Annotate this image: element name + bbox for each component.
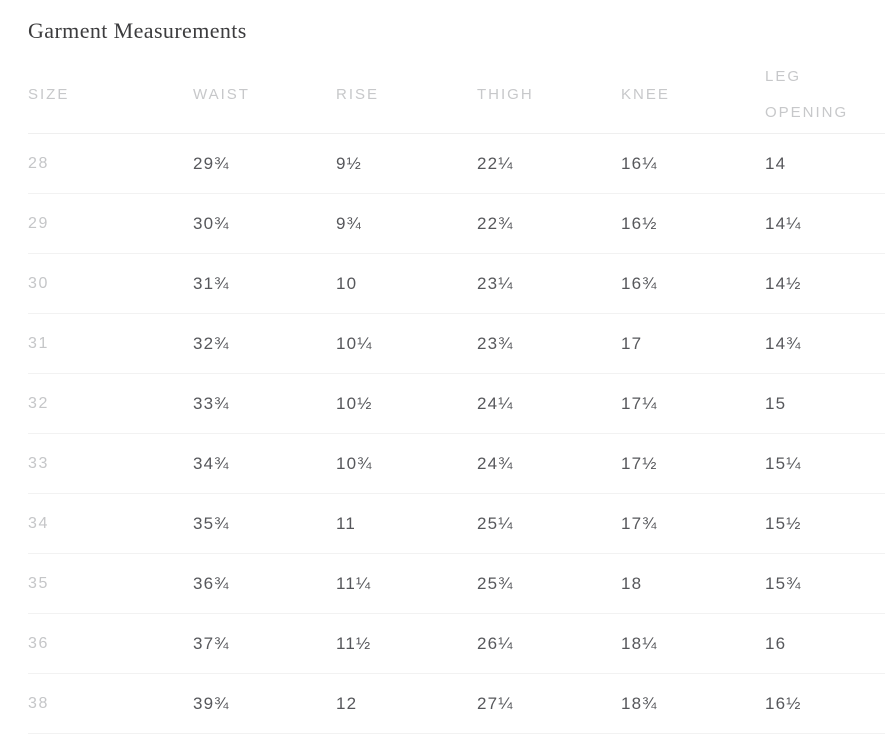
column-header-knee: KNEE [621,56,765,134]
rise-cell: 10 [336,253,477,314]
thigh-cell: 25¼ [477,493,621,554]
table-row-size-33: 33 34¾ 10¾ 24¾ 17½ 15¼ [28,433,885,494]
waist-cell: 34¾ [193,433,336,494]
thigh-cell: 22¾ [477,193,621,254]
knee-cell: 18¼ [621,613,765,674]
waist-cell: 37¾ [193,613,336,674]
knee-cell: 18 [621,553,765,614]
column-header-leg-opening: LEG OPENING [765,56,885,134]
table-row-size-34: 34 35¾ 11 25¼ 17¾ 15½ [28,493,885,554]
waist-cell: 35¾ [193,493,336,554]
waist-cell: 32¾ [193,313,336,374]
column-header-rise: RISE [336,56,477,134]
leg-opening-cell: 15¾ [765,553,885,614]
thigh-cell: 23¾ [477,313,621,374]
table-row-size-30: 30 31¾ 10 23¼ 16¾ 14½ [28,253,885,314]
thigh-cell: 24¾ [477,433,621,494]
table-row-size-36: 36 37¾ 11½ 26¼ 18¼ 16 [28,613,885,674]
table-row-size-38: 38 39¾ 12 27¼ 18¾ 16½ [28,673,885,734]
size-cell: 30 [28,253,193,314]
table-body: 28 29¾ 9½ 22¼ 16¼ 14 29 30¾ 9¾ 22¾ 16½ 1… [28,133,885,734]
knee-cell: 16½ [621,193,765,254]
table-row-size-28: 28 29¾ 9½ 22¼ 16¼ 14 [28,133,885,194]
size-cell: 32 [28,373,193,434]
knee-cell: 17¾ [621,493,765,554]
knee-cell: 18¾ [621,673,765,734]
thigh-cell: 24¼ [477,373,621,434]
column-header-waist: WAIST [193,56,336,134]
rise-cell: 11 [336,493,477,554]
waist-cell: 29¾ [193,133,336,194]
waist-cell: 31¾ [193,253,336,314]
knee-cell: 17½ [621,433,765,494]
thigh-cell: 22¼ [477,133,621,194]
size-cell: 29 [28,193,193,254]
rise-cell: 9¾ [336,193,477,254]
column-header-thigh: THIGH [477,56,621,134]
table-header: SIZE WAIST RISE THIGH KNEE LEG OPENING [28,56,885,134]
size-cell: 36 [28,613,193,674]
size-cell: 38 [28,673,193,734]
thigh-cell: 25¾ [477,553,621,614]
thigh-cell: 23¼ [477,253,621,314]
size-cell: 35 [28,553,193,614]
waist-cell: 30¾ [193,193,336,254]
size-cell: 33 [28,433,193,494]
rise-cell: 9½ [336,133,477,194]
waist-cell: 33¾ [193,373,336,434]
knee-cell: 17 [621,313,765,374]
rise-cell: 10½ [336,373,477,434]
leg-opening-cell: 15 [765,373,885,434]
table-row-size-31: 31 32¾ 10¼ 23¾ 17 14¾ [28,313,885,374]
rise-cell: 12 [336,673,477,734]
leg-opening-cell: 16½ [765,673,885,734]
leg-opening-cell: 16 [765,613,885,674]
leg-opening-cell: 15¼ [765,433,885,494]
knee-cell: 16¼ [621,133,765,194]
thigh-cell: 27¼ [477,673,621,734]
size-cell: 34 [28,493,193,554]
column-header-size: SIZE [28,56,193,134]
leg-opening-cell: 14¾ [765,313,885,374]
waist-cell: 39¾ [193,673,336,734]
leg-opening-cell: 14¼ [765,193,885,254]
measurements-table: SIZE WAIST RISE THIGH KNEE LEG OPENING 2… [28,56,885,734]
table-row-size-29: 29 30¾ 9¾ 22¾ 16½ 14¼ [28,193,885,254]
leg-opening-cell: 14 [765,133,885,194]
knee-cell: 16¾ [621,253,765,314]
rise-cell: 10¼ [336,313,477,374]
header-row: SIZE WAIST RISE THIGH KNEE LEG OPENING [28,56,885,134]
table-row-size-32: 32 33¾ 10½ 24¼ 17¼ 15 [28,373,885,434]
knee-cell: 17¼ [621,373,765,434]
size-cell: 31 [28,313,193,374]
thigh-cell: 26¼ [477,613,621,674]
rise-cell: 10¾ [336,433,477,494]
rise-cell: 11½ [336,613,477,674]
waist-cell: 36¾ [193,553,336,614]
table-row-size-35: 35 36¾ 11¼ 25¾ 18 15¾ [28,553,885,614]
page-title: Garment Measurements [28,18,247,43]
size-cell: 28 [28,133,193,194]
leg-opening-cell: 15½ [765,493,885,554]
leg-opening-cell: 14½ [765,253,885,314]
rise-cell: 11¼ [336,553,477,614]
